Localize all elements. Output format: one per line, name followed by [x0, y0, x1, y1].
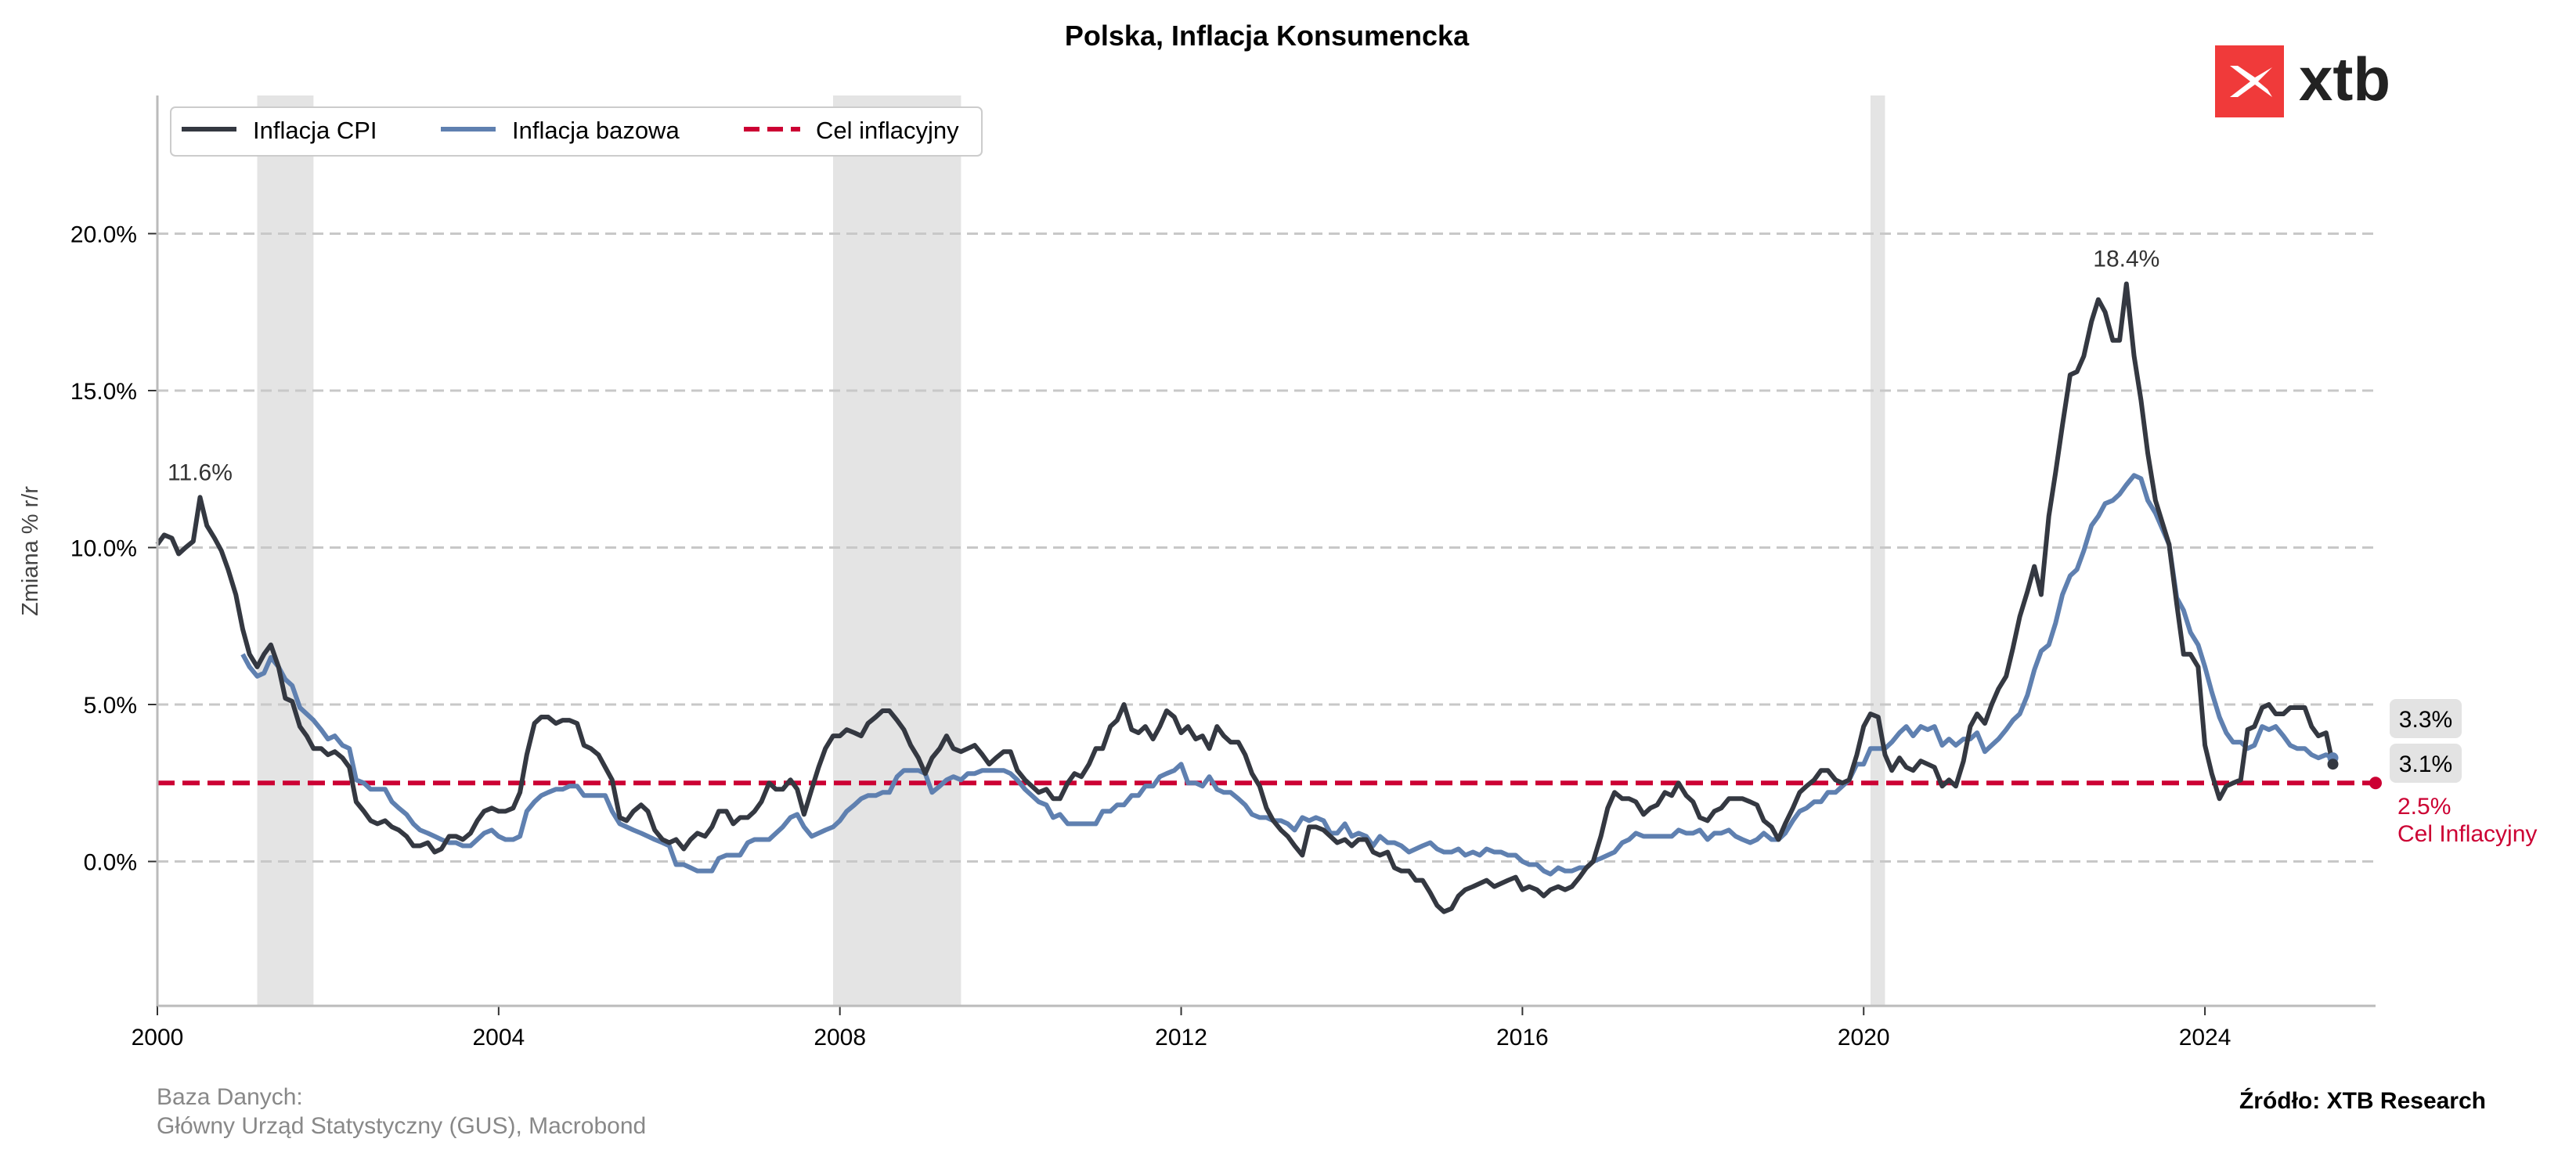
legend-label-core: Inflacja bazowa	[512, 117, 680, 144]
target-value-label: 2.5%	[2397, 794, 2451, 820]
cpi-inflation-line	[155, 281, 2336, 914]
x-tick-label: 2012	[1155, 1025, 1207, 1050]
y-tick-label: 15.0%	[70, 379, 137, 405]
y-axis-label: Zmiana % r/r	[18, 486, 43, 616]
cpi-last-point	[2327, 759, 2339, 770]
end-value-label: 3.3%	[2399, 707, 2452, 733]
legend-box	[170, 106, 983, 157]
x-tick-label: 2004	[472, 1025, 525, 1050]
database-value: Główny Urząd Statystyczny (GUS), Macrobo…	[157, 1113, 646, 1139]
recession-band	[1870, 95, 1885, 1006]
y-tick-label: 10.0%	[70, 535, 137, 561]
xtb-x-icon	[2230, 66, 2272, 97]
legend-label-target: Cel inflacyjny	[816, 117, 959, 144]
end-value-label: 3.1%	[2399, 751, 2452, 777]
recession-band	[257, 95, 314, 1006]
labels-layer: 11.6% 18.4% 3.3% 3.1% 2.5%Cel Inflacyjny	[168, 247, 2537, 847]
legend-label-cpi: Inflacja CPI	[253, 117, 377, 144]
xtb-logo-text: xtb	[2299, 45, 2390, 114]
xtb-logo: xtb	[2215, 45, 2390, 117]
chart-title: Polska, Inflacja Konsumencka	[1065, 20, 1470, 52]
peak-annotation: 11.6%	[168, 459, 233, 485]
axes: 0.0% 5.0% 10.0% 15.0% 20.0% 2000 2004 2008 2012 2…	[70, 95, 2376, 1050]
recession-band	[832, 95, 961, 1006]
gridlines	[157, 232, 2376, 863]
xtb-logo-mark	[2215, 45, 2284, 117]
y-tick-label: 0.0%	[84, 850, 137, 876]
end-value-badge	[2390, 699, 2462, 738]
source-label: Źródło: XTB Research	[2239, 1087, 2486, 1114]
x-tick-label: 2000	[132, 1025, 184, 1050]
x-tick-label: 2016	[1496, 1025, 1549, 1050]
core-inflation-line	[240, 473, 2334, 877]
y-tick-label: 20.0%	[70, 222, 137, 247]
peak-annotation: 18.4%	[2093, 247, 2159, 272]
target-end-dot	[2369, 777, 2382, 790]
shaded-periods	[257, 95, 1885, 1006]
x-tick-label: 2024	[2179, 1025, 2231, 1050]
y-tick-label: 5.0%	[84, 693, 137, 719]
end-value-badge	[2390, 744, 2462, 783]
database-label: Baza Danych:	[157, 1084, 303, 1110]
series-layer	[155, 281, 2339, 914]
target-line-layer	[157, 777, 2382, 790]
x-tick-label: 2020	[1838, 1025, 1890, 1050]
legend: Inflacja CPI Inflacja bazowa Cel inflacy…	[170, 106, 983, 157]
x-tick-label: 2008	[814, 1025, 866, 1050]
target-name-label: Cel Inflacyjny	[2397, 821, 2537, 847]
